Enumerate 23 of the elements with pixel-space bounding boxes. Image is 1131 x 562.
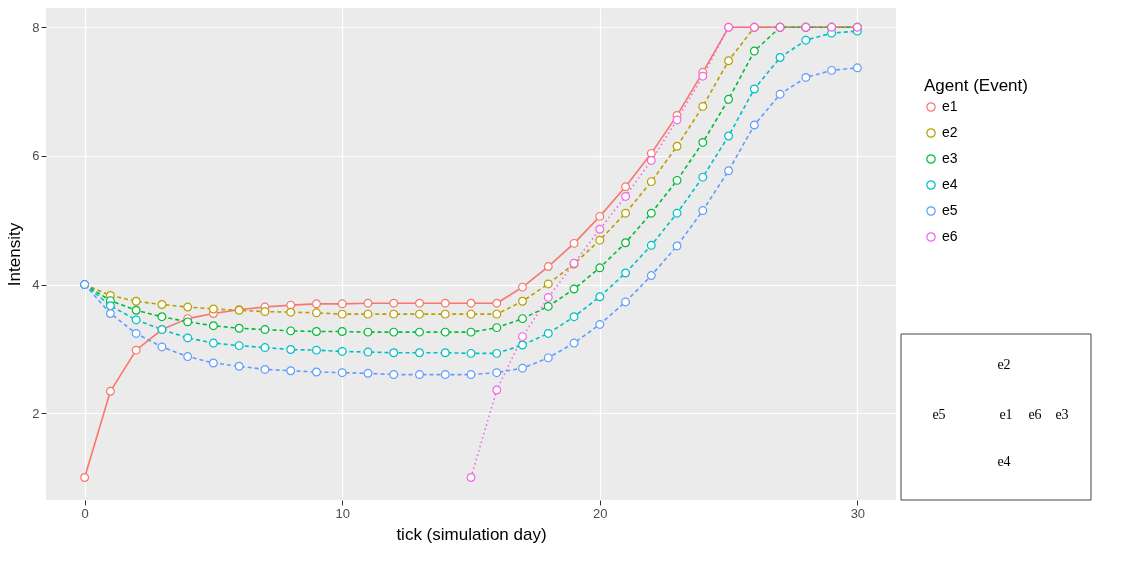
category-label: e1: [999, 407, 1013, 422]
y-tick-label: 2: [32, 405, 40, 421]
category-label: e6: [1028, 407, 1042, 422]
y-tick-label: 6: [32, 148, 40, 164]
x-tick-label: 0: [81, 505, 89, 521]
x-axis-title: tick (simulation day): [396, 524, 547, 544]
x-tick-label: 30: [850, 505, 866, 521]
legend-label: e2: [942, 124, 958, 140]
category-label: e4: [997, 454, 1011, 469]
legend-label: e4: [942, 176, 958, 192]
x-tick-label: 20: [593, 505, 608, 521]
y-tick-label: 8: [32, 19, 40, 35]
legend-label: e1: [942, 98, 958, 114]
x-tick-label: 10: [335, 505, 350, 521]
category-label: e3: [1055, 407, 1069, 422]
category-label: e5: [932, 407, 946, 422]
legend-title: Agent (Event): [924, 76, 1028, 95]
legend-label: e6: [942, 228, 958, 244]
legend-label: e3: [942, 150, 958, 166]
y-axis-title: Intensity: [5, 222, 25, 287]
category-label: e2: [997, 357, 1011, 372]
legend-label: e5: [942, 202, 958, 218]
y-tick-label: 4: [32, 277, 40, 293]
